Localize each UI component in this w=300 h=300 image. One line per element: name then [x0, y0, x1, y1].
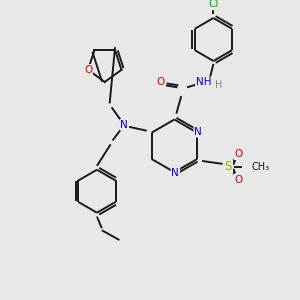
Text: Cl: Cl — [208, 0, 219, 9]
Text: CH₃: CH₃ — [252, 162, 270, 172]
Text: N: N — [120, 120, 128, 130]
Text: O: O — [84, 65, 92, 75]
Text: H: H — [214, 80, 222, 90]
Text: S: S — [225, 160, 232, 173]
Text: O: O — [157, 77, 165, 87]
Text: N: N — [194, 127, 202, 137]
Text: N: N — [172, 168, 179, 178]
Text: NH: NH — [196, 77, 212, 87]
Text: O: O — [234, 175, 242, 184]
Text: O: O — [234, 149, 242, 159]
